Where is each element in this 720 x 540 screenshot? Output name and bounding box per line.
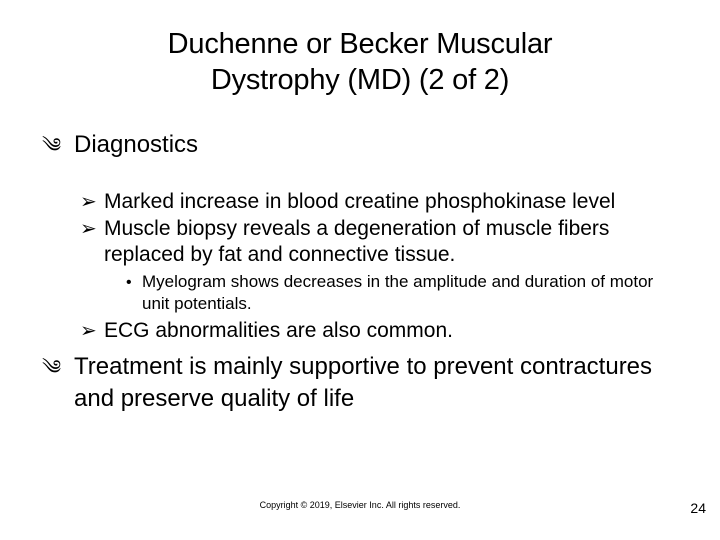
bullet-treatment: ༄ Treatment is mainly supportive to prev… bbox=[40, 345, 680, 413]
slide-title: Duchenne or Becker Muscular Dystrophy (M… bbox=[40, 26, 680, 99]
slide-container: Duchenne or Becker Muscular Dystrophy (M… bbox=[0, 0, 720, 540]
arrow-bullet-icon: ➢ bbox=[80, 216, 104, 241]
bullet-diagnostics: ༄ Diagnostics bbox=[40, 123, 680, 179]
arrow-bullet-icon: ➢ bbox=[80, 189, 104, 214]
arrow-bullet-icon: ➢ bbox=[80, 318, 104, 343]
swirl-bullet-icon: ༄ bbox=[40, 345, 74, 401]
swirl-bullet-icon: ༄ bbox=[40, 123, 74, 179]
copyright-footer: Copyright © 2019, Elsevier Inc. All righ… bbox=[0, 500, 720, 510]
subsubitem-myelogram: • Myelogram shows decreases in the ampli… bbox=[126, 271, 680, 314]
page-number: 24 bbox=[690, 500, 706, 516]
subitem-ecg: ➢ ECG abnormalities are also common. bbox=[80, 318, 680, 344]
subitem-text: Muscle biopsy reveals a degeneration of … bbox=[104, 216, 680, 267]
subitem-text: Marked increase in blood creatine phosph… bbox=[104, 189, 615, 215]
subitem-creatine: ➢ Marked increase in blood creatine phos… bbox=[80, 189, 680, 215]
subitem-text: ECG abnormalities are also common. bbox=[104, 318, 453, 344]
subsubitem-text: Myelogram shows decreases in the amplitu… bbox=[142, 271, 680, 314]
bullet-text: Treatment is mainly supportive to preven… bbox=[74, 351, 680, 413]
bullet-text: Diagnostics bbox=[74, 129, 198, 160]
title-line-2: Dystrophy (MD) (2 of 2) bbox=[211, 64, 509, 96]
title-line-1: Duchenne or Becker Muscular bbox=[168, 28, 553, 60]
subitem-biopsy: ➢ Muscle biopsy reveals a degeneration o… bbox=[80, 216, 680, 267]
dot-bullet-icon: • bbox=[126, 274, 142, 292]
